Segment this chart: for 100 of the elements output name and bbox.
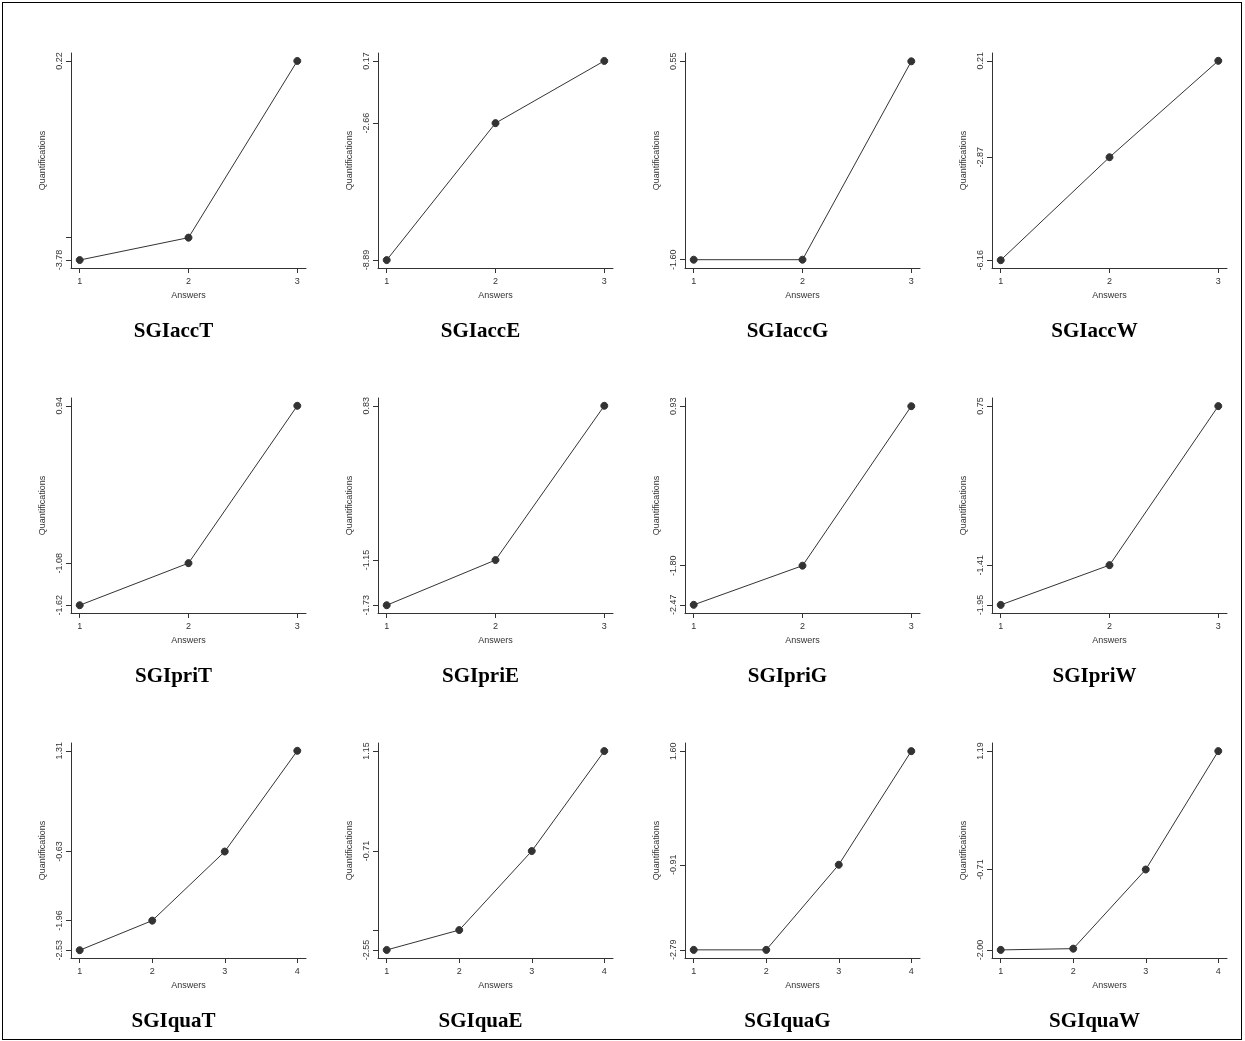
x-tick-label: 3: [1215, 275, 1221, 286]
x-tick-label: 3: [529, 965, 535, 976]
x-tick-label: 2: [763, 965, 769, 976]
point: [834, 860, 843, 869]
point: [1141, 865, 1150, 874]
x-tick-label: 1: [998, 275, 1004, 286]
y-axis-title: Quantifications: [36, 475, 47, 536]
x-tick-label: 2: [149, 965, 155, 976]
point: [1214, 402, 1223, 411]
point: [455, 926, 464, 935]
y-tick-label: 0.83: [360, 397, 371, 415]
x-tick-label: 1: [998, 965, 1004, 976]
x-tick-label: 1: [384, 620, 390, 631]
x-tick-label: 1: [77, 620, 83, 631]
text: SGIpriW: [1052, 662, 1137, 687]
y-tick-label: -1.41: [974, 554, 985, 576]
y-tick-label: -2.66: [360, 112, 371, 134]
y-tick-label: -2.55: [360, 939, 371, 961]
x-tick-label: 4: [601, 965, 607, 976]
y-tick-label: -1.08: [53, 552, 64, 574]
x-tick-label: 2: [1106, 620, 1113, 631]
x-tick-label: 3: [908, 620, 914, 631]
x-tick-label: 3: [294, 275, 300, 286]
text: SGIquaE: [438, 1007, 523, 1032]
y-axis-title: Quantifications: [957, 475, 968, 536]
x-tick-label: 2: [185, 620, 192, 631]
x-axis-title: Answers: [1092, 979, 1128, 990]
text: SGIpriG: [747, 662, 828, 687]
y-tick-label: 0.55: [667, 52, 678, 71]
x-tick-label: 3: [601, 620, 607, 631]
x-tick-label: 2: [492, 620, 499, 631]
y-tick-label: -0.71: [360, 840, 371, 862]
y-tick-label: -1.80: [667, 555, 678, 576]
x-axis-title: Answers: [478, 634, 514, 645]
y-tick-label: -2.00: [974, 939, 985, 961]
text: SGIquaG: [744, 1007, 831, 1032]
x-tick-label: 3: [908, 275, 914, 286]
x-axis-title: Answers: [478, 289, 514, 300]
x-tick-label: 1: [998, 620, 1004, 631]
x-tick-label: 1: [77, 965, 83, 976]
y-tick-label: 0.93: [667, 397, 678, 415]
x-tick-label: 1: [691, 620, 697, 631]
x-tick-label: 3: [222, 965, 228, 976]
point: [293, 56, 302, 65]
point: [75, 256, 84, 265]
y-tick-label: -1.15: [360, 549, 371, 571]
y-axis-title: Quantifications: [957, 820, 968, 881]
point: [293, 746, 302, 755]
point: [1105, 561, 1114, 570]
x-axis-title: Answers: [785, 979, 821, 990]
point: [996, 600, 1005, 609]
y-tick-label: -1.95: [974, 594, 985, 616]
point: [184, 233, 193, 242]
y-tick-label: -1.73: [360, 594, 371, 616]
y-tick-label: -1.62: [53, 594, 64, 616]
x-tick-label: 2: [1070, 965, 1076, 976]
y-axis-title: Quantifications: [343, 820, 354, 881]
point: [1105, 153, 1114, 162]
y-tick-label: -8.89: [360, 249, 371, 271]
text: SGIpriT: [134, 662, 213, 687]
x-axis-title: Answers: [785, 289, 821, 300]
y-axis-title: Quantifications: [343, 475, 354, 536]
x-tick-label: 2: [799, 275, 806, 286]
point: [491, 119, 500, 128]
point: [491, 556, 500, 565]
point: [600, 401, 609, 410]
y-tick-label: 0.21: [974, 52, 985, 70]
y-tick-label: 0.17: [360, 52, 371, 70]
y-axis-title: Quantifications: [650, 820, 661, 881]
x-tick-label: 1: [691, 965, 697, 976]
point: [600, 747, 609, 756]
text: SGIaccT: [133, 317, 214, 342]
text: SGIpriE: [441, 662, 520, 687]
point: [1069, 944, 1078, 953]
x-axis-title: Answers: [171, 634, 207, 645]
y-tick-label: -2.47: [667, 594, 678, 616]
x-tick-label: 2: [456, 965, 462, 976]
point: [907, 747, 916, 756]
x-tick-label: 3: [1143, 965, 1149, 976]
point: [293, 401, 302, 410]
x-tick-label: 2: [492, 275, 499, 286]
y-axis-title: Quantifications: [36, 820, 47, 881]
x-axis-title: Answers: [171, 979, 207, 990]
point: [1214, 56, 1223, 65]
point: [1214, 747, 1223, 756]
y-tick-label: 1.31: [53, 742, 64, 760]
point: [184, 559, 193, 568]
point: [762, 945, 771, 954]
text: SGIquaW: [1048, 1007, 1141, 1032]
x-axis-title: Answers: [1092, 289, 1128, 300]
y-tick-label: -2.53: [53, 939, 64, 961]
point: [75, 601, 84, 610]
text: SGIaccG: [746, 317, 829, 342]
x-axis-title: Answers: [1092, 634, 1128, 645]
point: [382, 601, 391, 610]
x-tick-label: 3: [601, 275, 607, 286]
y-tick-label: -0.91: [667, 854, 678, 876]
x-tick-label: 1: [691, 275, 697, 286]
x-tick-label: 1: [384, 965, 390, 976]
point: [996, 256, 1005, 265]
